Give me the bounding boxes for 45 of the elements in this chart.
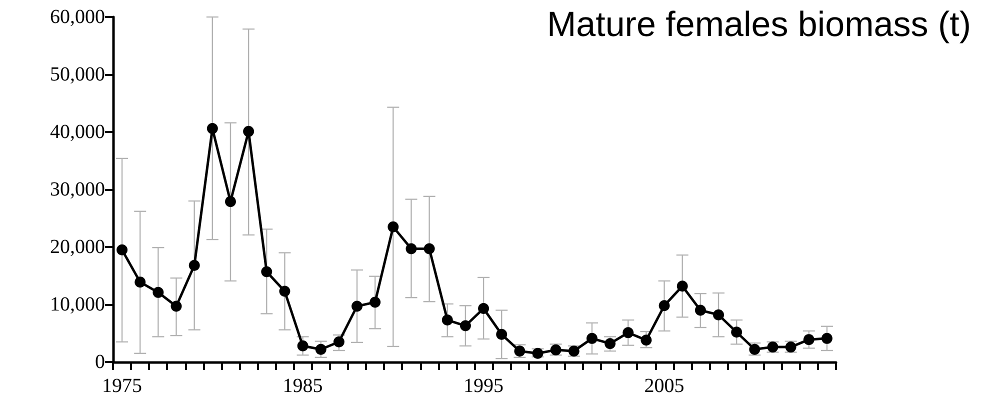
chart-title: Mature females biomass (t) [546, 5, 972, 44]
point [188, 260, 200, 271]
point [731, 326, 742, 338]
point [442, 314, 453, 326]
x-tick-label: 1975 [102, 375, 142, 397]
x-tick-label: 2005 [644, 375, 684, 397]
point [496, 328, 508, 340]
point [352, 300, 363, 312]
point [370, 296, 381, 308]
point [134, 276, 146, 288]
point [279, 286, 290, 297]
y-tick-label: 50,000 [50, 64, 105, 86]
y-tick-label: 30,000 [50, 178, 105, 200]
point [406, 243, 417, 254]
point [478, 303, 490, 314]
point [658, 300, 670, 312]
point [261, 266, 272, 278]
y-tick-label: 60,000 [50, 6, 105, 28]
y-tick-label: 0 [95, 351, 105, 373]
point [297, 340, 308, 352]
point [152, 286, 164, 298]
point [424, 243, 435, 254]
point [170, 300, 182, 312]
y-tick-label: 10,000 [50, 294, 105, 316]
point [604, 338, 616, 350]
x-tick-label: 1985 [282, 375, 323, 397]
y-tick-label: 20,000 [50, 236, 105, 258]
point [586, 332, 598, 344]
point [676, 280, 688, 292]
point [821, 332, 832, 344]
point [622, 327, 634, 338]
point [333, 336, 344, 348]
point [315, 344, 326, 355]
point [803, 334, 814, 346]
point [694, 304, 706, 316]
point [460, 320, 471, 332]
point [388, 221, 399, 232]
point [243, 126, 254, 137]
point [640, 334, 652, 346]
point [225, 196, 236, 208]
point [713, 309, 724, 320]
point [206, 123, 218, 134]
point [116, 244, 128, 256]
y-tick-label: 40,000 [50, 121, 105, 143]
x-tick-label: 1995 [464, 375, 504, 397]
